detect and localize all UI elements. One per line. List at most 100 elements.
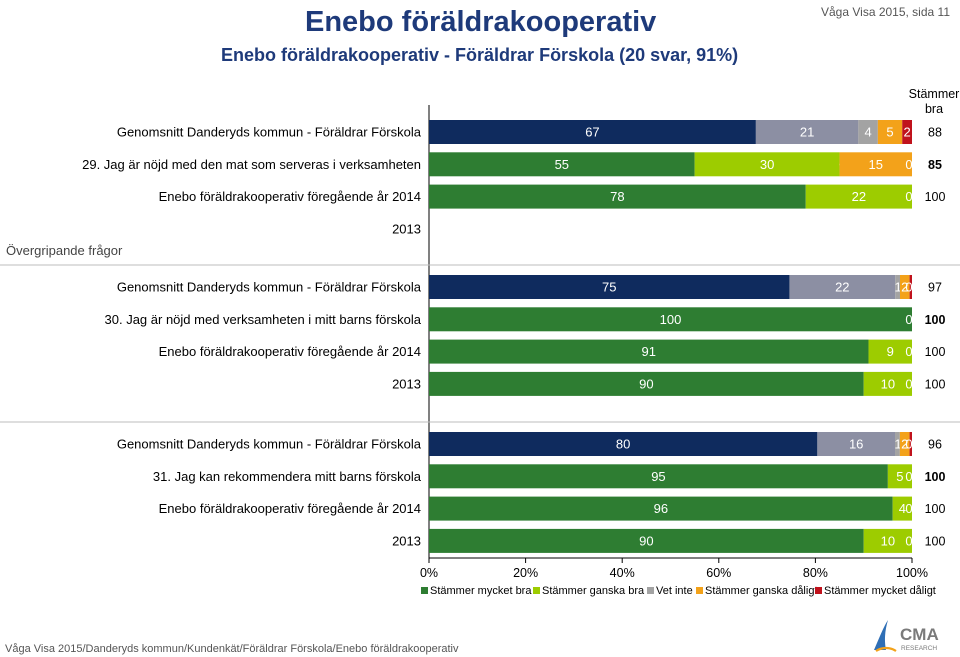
bar-value-label: 21 (800, 125, 814, 140)
legend-label: Stämmer mycket dåligt (824, 585, 936, 597)
bar-value-label: 1 (894, 437, 901, 452)
row-total: 100 (925, 377, 946, 391)
row-total: 85 (928, 158, 942, 172)
row-label: Enebo föräldrakooperativ föregående år 2… (159, 189, 421, 204)
bar-value-label: 95 (651, 469, 665, 484)
bar-value-label: 100 (660, 312, 682, 327)
bar-segment (895, 275, 900, 299)
row-label: Enebo föräldrakooperativ föregående år 2… (159, 344, 421, 359)
bar-segment (892, 496, 912, 521)
row-total: 100 (925, 313, 946, 327)
cma-logo-text: CMA (900, 625, 939, 644)
bar-value-label: 91 (642, 344, 656, 359)
x-tick-label: 40% (610, 566, 635, 580)
bar-value-label: 0 (905, 189, 912, 204)
bar-segment (429, 307, 912, 332)
bar-value-label: 0 (905, 312, 912, 327)
bar-value-label: 80 (616, 437, 630, 452)
bar-segment (899, 275, 910, 299)
bar-value-label: 0 (905, 280, 912, 295)
total-column-header: bra (925, 102, 943, 116)
footer-path: Våga Visa 2015/Danderyds kommun/Kundenkä… (5, 643, 459, 655)
bar-segment (429, 152, 695, 177)
x-tick-label: 100% (896, 566, 928, 580)
bar-value-label: 55 (555, 157, 569, 172)
x-tick-label: 0% (420, 566, 438, 580)
bar-value-label: 5 (886, 125, 893, 140)
page-subtitle: Enebo föräldrakooperativ - Föräldrar För… (221, 45, 739, 65)
bar-value-label: 30 (760, 157, 774, 172)
bar-value-label: 10 (881, 533, 895, 548)
row-label: Genomsnitt Danderyds kommun - Föräldrar … (117, 437, 422, 452)
row-label: 2013 (392, 376, 421, 391)
cma-logo-sail-icon (874, 620, 888, 650)
legend-swatch (533, 587, 540, 594)
bar-value-label: 78 (610, 189, 624, 204)
bar-segment (429, 528, 864, 553)
bar-segment (902, 120, 912, 144)
bar-segment (863, 371, 912, 396)
bar-value-label: 0 (905, 344, 912, 359)
bar-segment (429, 496, 893, 521)
x-tick-label: 20% (513, 566, 538, 580)
bar-value-label: 67 (585, 125, 599, 140)
row-total: 96 (928, 438, 942, 452)
bar-segment (429, 464, 888, 489)
bar-segment (863, 528, 912, 553)
legend-label: Stämmer mycket bra (430, 585, 532, 597)
row-label: Genomsnitt Danderyds kommun - Föräldrar … (117, 125, 422, 140)
legend-label: Vet inte (656, 585, 693, 597)
bar-segment (429, 371, 864, 396)
bar-value-label: 2 (901, 280, 908, 295)
page-title: Enebo föräldrakooperativ (305, 6, 657, 38)
bar-value-label: 75 (602, 280, 616, 295)
bar-value-label: 4 (899, 501, 906, 516)
bar-value-label: 4 (864, 125, 871, 140)
bar-value-label: 16 (849, 437, 863, 452)
row-label: 30. Jag är nöjd med verksamheten i mitt … (105, 312, 422, 327)
bar-value-label: 22 (835, 280, 849, 295)
legend-swatch (647, 587, 654, 594)
legend-swatch (421, 587, 428, 594)
bar-value-label: 9 (887, 344, 894, 359)
bar-value-label: 1 (895, 280, 902, 295)
bar-segment (429, 184, 806, 209)
legend-swatch (696, 587, 703, 594)
bar-value-label: 0 (905, 533, 912, 548)
row-total: 100 (925, 502, 946, 516)
bar-value-label: 2 (904, 125, 911, 140)
bar-segment (877, 120, 903, 144)
bar-segment (789, 275, 896, 299)
bar-value-label: 10 (881, 376, 895, 391)
legend-swatch (815, 587, 822, 594)
bar-segment (805, 184, 912, 209)
bar-segment (895, 432, 900, 456)
bar-value-label: 22 (852, 189, 866, 204)
row-label: 2013 (392, 221, 421, 236)
row-total: 100 (925, 345, 946, 359)
x-tick-label: 60% (706, 566, 731, 580)
cma-research-logo: CMA RESEARCH (874, 620, 939, 652)
bar-value-label: 0 (905, 469, 912, 484)
row-label: Enebo föräldrakooperativ föregående år 2… (159, 501, 421, 516)
bar-segment (755, 120, 859, 144)
row-label: Genomsnitt Danderyds kommun - Föräldrar … (117, 280, 422, 295)
row-total: 100 (925, 534, 946, 548)
bar-segment (909, 432, 912, 456)
bar-value-label: 0 (905, 376, 912, 391)
row-total: 100 (925, 470, 946, 484)
x-tick-label: 80% (803, 566, 828, 580)
row-label: 29. Jag är nöjd med den mat som serveras… (82, 157, 421, 172)
bar-segment (694, 152, 840, 177)
row-label: 31. Jag kan rekommendera mitt barns förs… (153, 469, 422, 484)
bar-segment (429, 120, 756, 144)
bar-value-label: 96 (654, 501, 668, 516)
bar-value-label: 90 (639, 533, 653, 548)
bar-value-label: 90 (639, 376, 653, 391)
legend-label: Stämmer ganska dåligt (705, 585, 818, 597)
bar-value-label: 0 (905, 157, 912, 172)
bar-segment (429, 275, 790, 299)
bar-segment (839, 152, 912, 177)
bar-segment (429, 432, 818, 456)
bar-segment (858, 120, 878, 144)
